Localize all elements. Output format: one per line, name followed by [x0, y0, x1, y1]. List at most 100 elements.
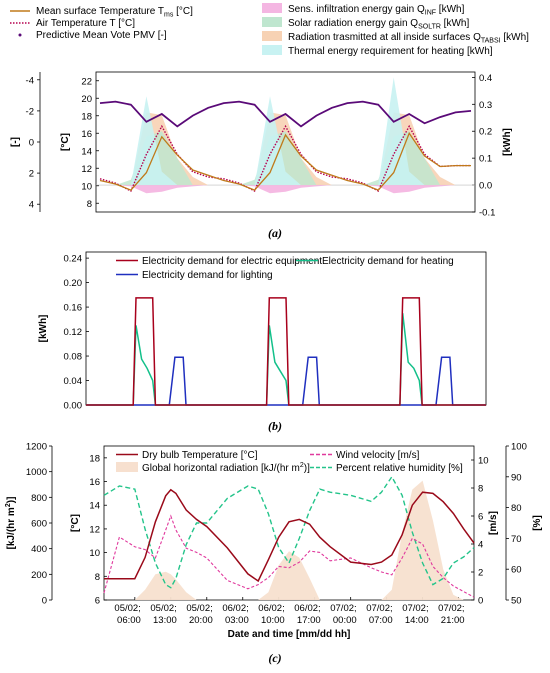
- series-mean-surface-temperature: [99, 131, 471, 191]
- pmv-tick-label-0: -4: [26, 75, 34, 86]
- legend-a-5-swatch: [262, 31, 282, 41]
- legend-c-1-swatch: [116, 462, 138, 472]
- x-tick-label-top-0: 05/02;: [114, 603, 140, 614]
- legend-b-1-label: Electricity demand for heating: [322, 256, 454, 267]
- kwh-axis-label: [kWh]: [502, 128, 513, 156]
- x-tick-label-bottom-7: 07:00: [369, 615, 393, 626]
- b-tick-label-1: 0.04: [64, 376, 83, 387]
- x-tick-label-top-9: 07/02;: [438, 603, 464, 614]
- x-tick-label-top-6: 07/02;: [330, 603, 356, 614]
- kwh-tick-label-5: 0.4: [479, 73, 492, 84]
- pmv-tick-label-2: 0: [29, 138, 34, 149]
- area-solar-gain: [100, 131, 471, 186]
- x-tick-label-top-8: 07/02;: [402, 603, 428, 614]
- rad-tick-label-4: 800: [31, 493, 47, 504]
- pmv-tick-label-4: 4: [29, 200, 34, 211]
- wind-tick-label-2: 4: [478, 540, 483, 551]
- legend-a-3-label: Sens. infiltration energy gain QINF [kWh…: [288, 4, 465, 17]
- b-tick-label-5: 0.20: [64, 278, 83, 289]
- x-axis-title: Date and time [mm/dd hh]: [228, 629, 351, 640]
- hum-tick-label-0: 50: [511, 596, 522, 607]
- temp-tick-label-1: 10: [81, 181, 92, 192]
- legend-a-6-swatch: [262, 45, 282, 55]
- hum-tick-label-1: 60: [511, 565, 522, 576]
- temp-tick-label-5: 18: [81, 111, 92, 122]
- x-tick-label-bottom-4: 10:00: [261, 615, 285, 626]
- wind-tick-label-4: 8: [478, 484, 483, 495]
- legend-b: Electricity demand for electric equipmen…: [116, 256, 454, 281]
- legend-a-6-label: Thermal energy requirement for heating […: [288, 46, 493, 57]
- ctemp-tick-label-0: 6: [95, 596, 100, 607]
- hum-tick-label-2: 70: [511, 534, 522, 545]
- x-tick-label-bottom-9: 21:00: [441, 615, 465, 626]
- area-global-radiation: [104, 480, 474, 600]
- legend-a-2-swatch: [18, 33, 22, 37]
- b-tick-label-0: 0.00: [64, 401, 83, 412]
- humidity-axis-label: [%]: [532, 515, 543, 531]
- rad-tick-label-6: 1200: [26, 442, 47, 453]
- rad-tick-label-0: 0: [42, 596, 47, 607]
- x-tick-label-bottom-3: 03:00: [225, 615, 249, 626]
- series-dry-bulb-temperature: [104, 488, 475, 583]
- kwh-tick-label-0: -0.1: [479, 208, 495, 219]
- series-relative-humidity: [103, 475, 475, 589]
- area-infiltration-gain: [100, 185, 471, 194]
- legend-a-4-swatch: [262, 17, 282, 27]
- b-axis-label: [kWh]: [38, 315, 49, 343]
- x-tick-label-top-2: 05/02;: [186, 603, 212, 614]
- legend-c-0-label: Dry bulb Temperature [°C]: [142, 450, 258, 461]
- kwh-tick-label-1: 0.0: [479, 181, 492, 192]
- panel-a: Mean surface Temperature Tms [°C]Air Tem…: [10, 3, 529, 240]
- rad-tick-label-5: 1000: [26, 467, 47, 478]
- temp-tick-label-0: 8: [87, 199, 92, 210]
- temp-tick-label-2: 12: [81, 164, 92, 175]
- legend-b-0-label: Electricity demand for electric equipmen…: [142, 256, 322, 267]
- legend-a-3-swatch: [262, 3, 282, 13]
- temp-tick-label-7: 22: [81, 76, 92, 87]
- ctemp-tick-label-5: 16: [89, 477, 100, 488]
- ctemp-tick-label-1: 8: [95, 572, 100, 583]
- x-tick-label-top-1: 05/02;: [150, 603, 176, 614]
- legend-c: Dry bulb Temperature [°C]Global horizont…: [116, 450, 463, 474]
- legend-a-2-label: Predictive Mean Vote PMV [-]: [36, 30, 167, 41]
- panel-b: 0.00 0.04 0.08 0.12 0.16 0.20 0.24 [kWh] Electri…: [38, 251, 487, 433]
- x-tick-label-top-3: 06/02;: [222, 603, 248, 614]
- legend-c-1-label: Global horizontal radiation [kJ/(hr m2)]: [142, 462, 310, 474]
- b-tick-label-6: 0.24: [64, 254, 83, 265]
- kwh-tick-label-2: 0.1: [479, 154, 492, 165]
- b-tick-label-4: 0.16: [64, 303, 83, 314]
- legend-b-2-label: Electricity demand for lighting: [142, 270, 273, 281]
- wind-axis-label: [m/s]: [488, 511, 499, 535]
- pmv-tick-label-1: -2: [26, 106, 34, 117]
- series-heating: [86, 313, 486, 406]
- x-tick-label-top-7: 07/02;: [366, 603, 392, 614]
- x-tick-label-bottom-2: 20:00: [189, 615, 213, 626]
- legend-a-1-label: Air Temperature T [°C]: [36, 18, 135, 29]
- plot-frame-a: [95, 71, 476, 213]
- x-tick-label-bottom-0: 06:00: [117, 615, 141, 626]
- x-tick-label-top-5: 06/02;: [294, 603, 320, 614]
- series-air-temperature: [99, 124, 471, 192]
- rad-tick-label-3: 600: [31, 519, 47, 530]
- temp-tick-label-4: 16: [81, 129, 92, 140]
- ctemp-axis-label: [°C]: [70, 514, 81, 532]
- hum-tick-label-5: 100: [511, 442, 527, 453]
- x-tick-label-bottom-6: 00:00: [333, 615, 357, 626]
- hum-tick-label-4: 90: [511, 472, 522, 483]
- legend-a-0-label: Mean surface Temperature Tms [°C]: [36, 6, 193, 19]
- ctemp-tick-label-6: 18: [89, 453, 100, 464]
- legend-c-3-label: Percent relative humidity [%]: [336, 463, 463, 474]
- legend-c-2-label: Wind velocity [m/s]: [336, 450, 420, 461]
- series-electric-equipment: [86, 297, 486, 406]
- rad-tick-label-2: 400: [31, 544, 47, 555]
- series-pmv: [99, 100, 472, 128]
- hum-tick-label-3: 80: [511, 503, 522, 514]
- temp-tick-label-3: 14: [81, 146, 92, 157]
- panel-label-a: (a): [268, 226, 282, 240]
- radiation-axis-label: [kJ/(hr m2)]: [5, 497, 17, 550]
- x-tick-label-bottom-1: 13:00: [153, 615, 177, 626]
- x-tick-label-bottom-5: 17:00: [297, 615, 321, 626]
- legend-a: Mean surface Temperature Tms [°C]Air Tem…: [10, 3, 529, 57]
